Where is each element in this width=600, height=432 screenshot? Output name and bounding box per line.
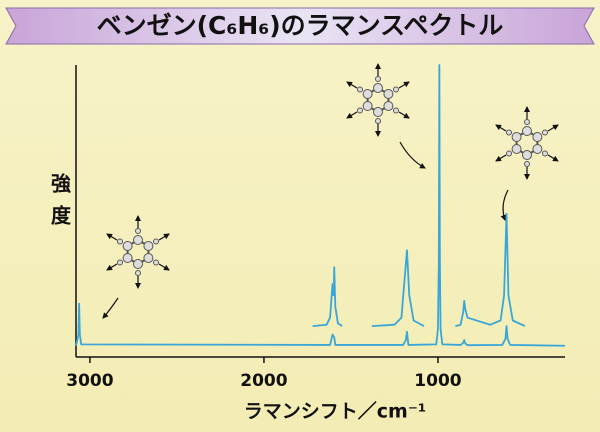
y-axis-label: 強度 [48,173,72,237]
spectrum-line [312,212,526,328]
spectrum-line [75,64,566,347]
x-tick-label: 2000 [240,371,287,391]
title-banner [5,7,595,45]
annotation-arrows [102,141,509,319]
x-tick-label: 1000 [414,371,461,391]
x-axis-label: ラマンシフト／cm⁻¹ [244,400,426,423]
chart-title: ベンゼン(C₆H₆)のラマンスペクトル [97,11,504,40]
x-tick-label: 3000 [66,371,113,391]
